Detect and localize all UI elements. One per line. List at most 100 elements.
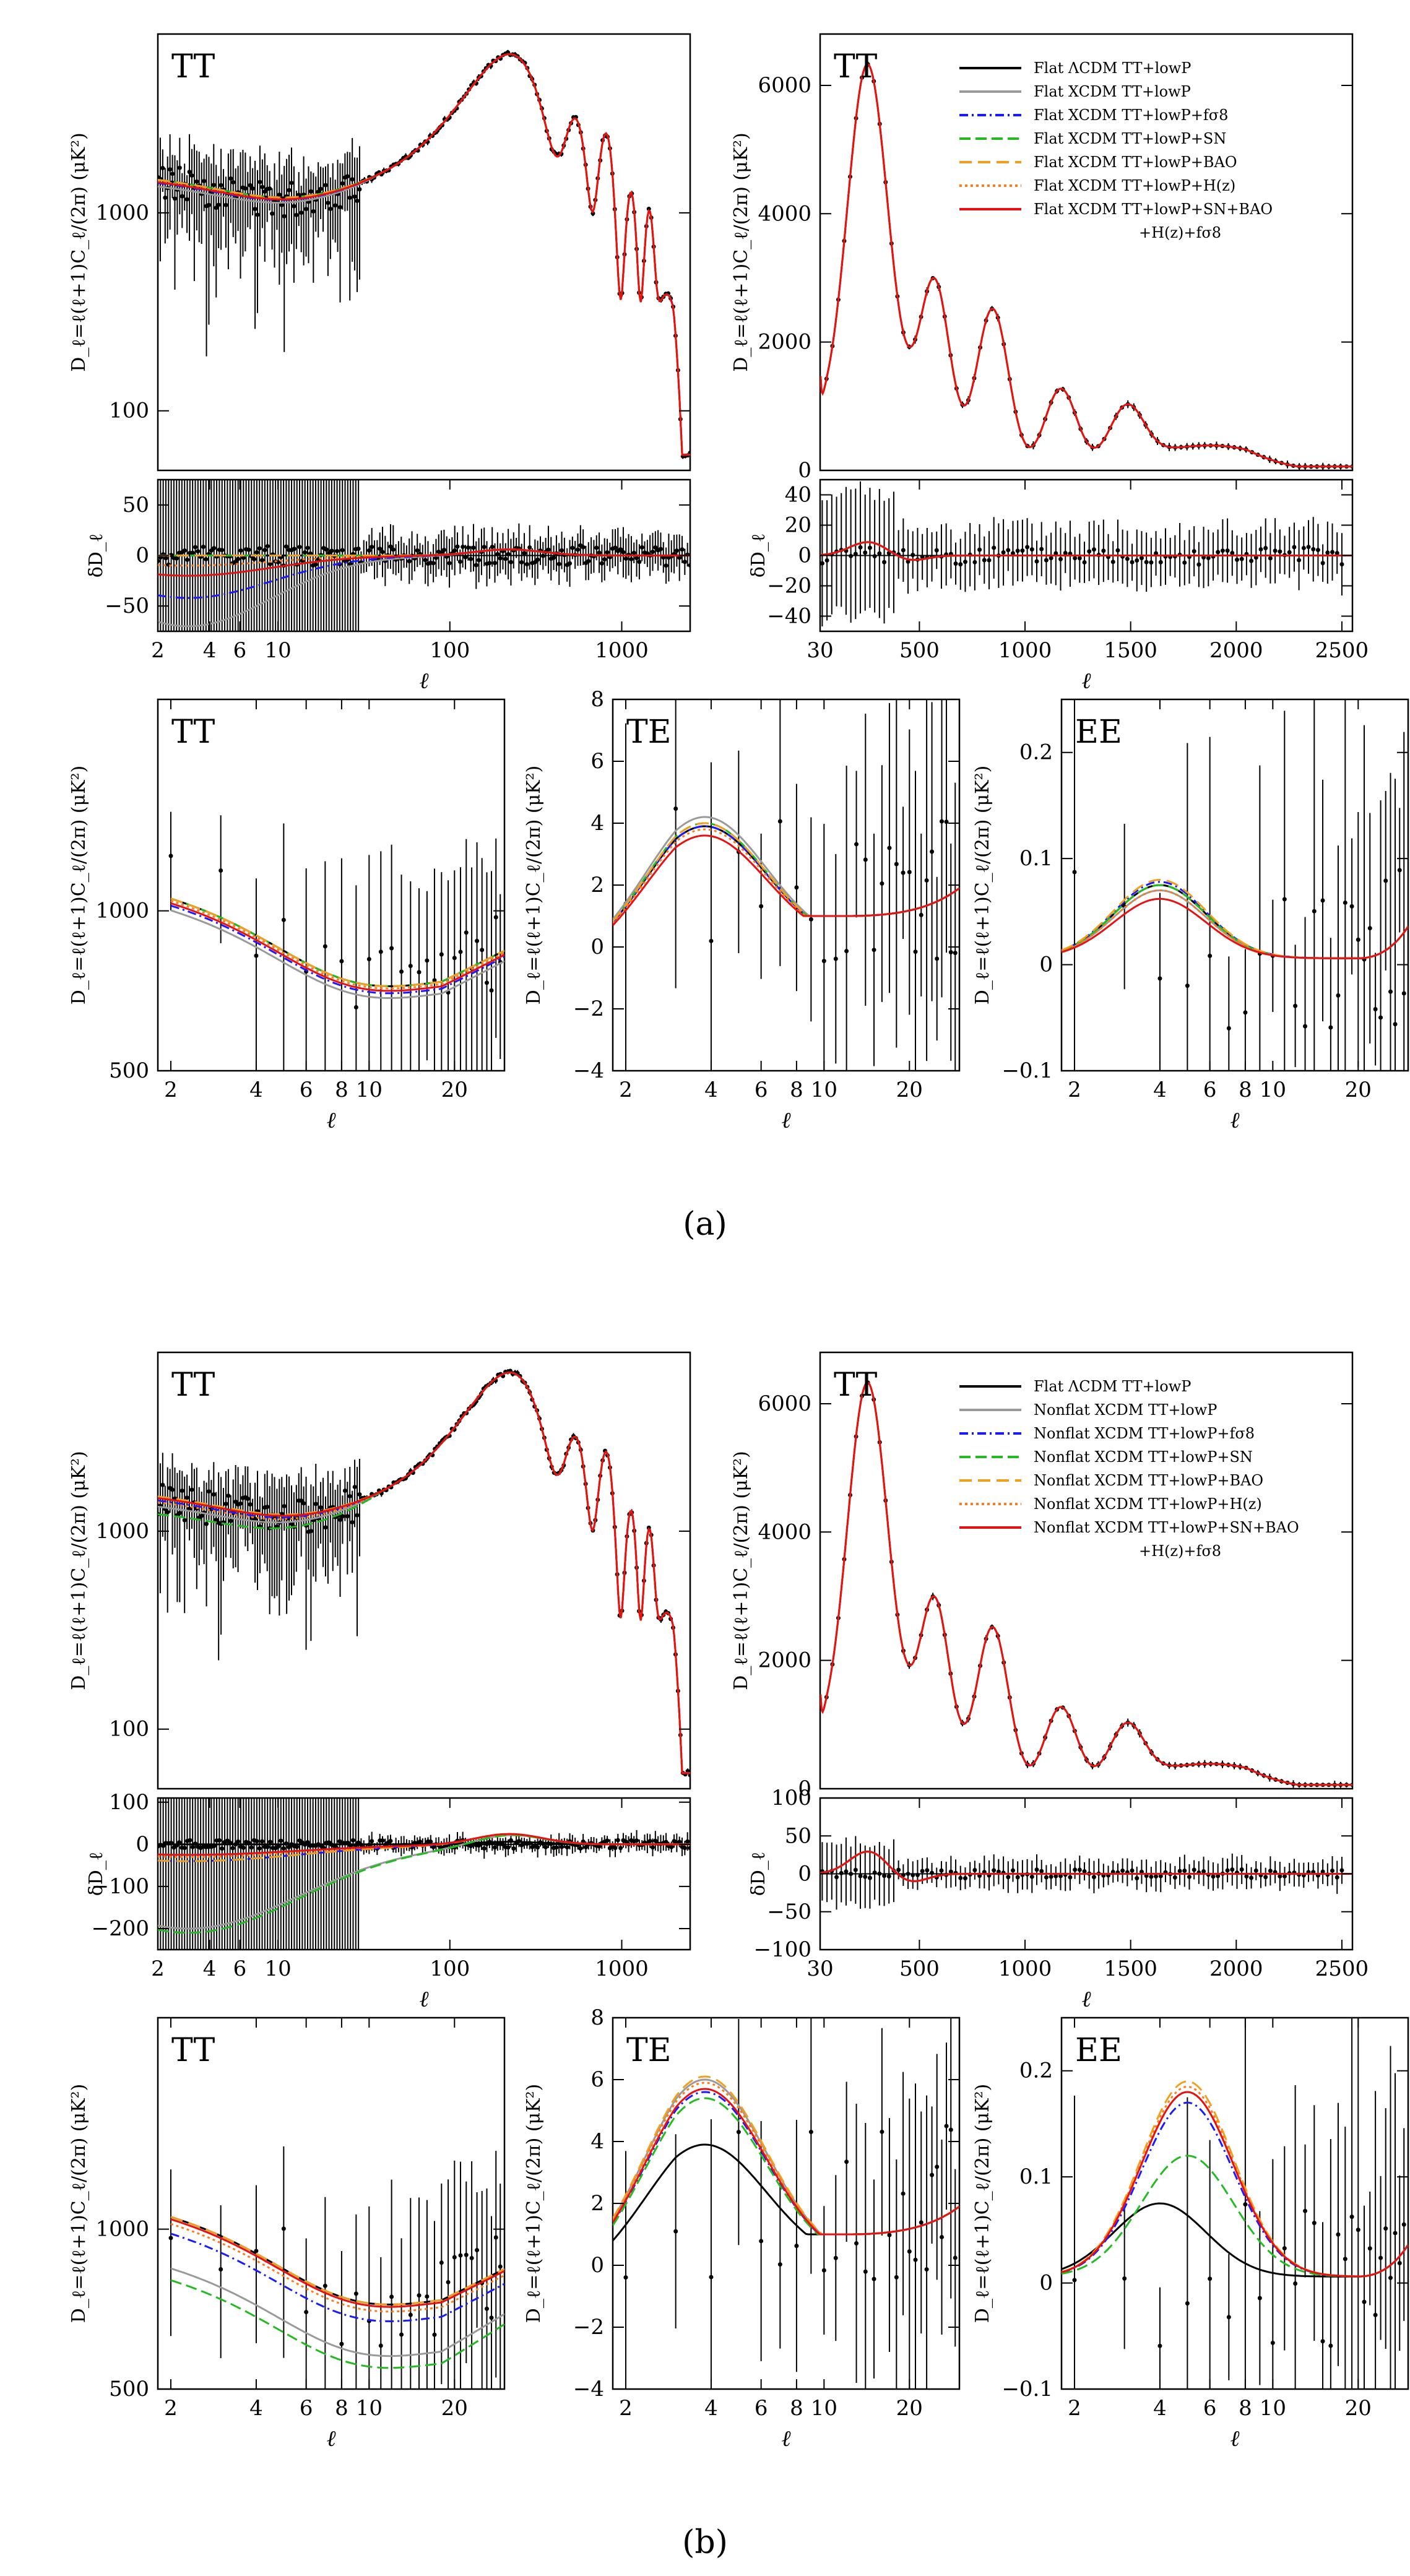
data-point: [236, 556, 241, 561]
data-point: [177, 1511, 182, 1516]
data-point: [190, 550, 195, 555]
y-tick-label: 0: [590, 2253, 604, 2278]
x-tick-label: 100: [430, 638, 470, 663]
low-te-curve: [613, 816, 959, 920]
data-point: [1373, 1006, 1378, 1011]
data-point: [618, 547, 623, 552]
data-point: [347, 1493, 352, 1498]
data-point: [311, 209, 316, 214]
y-tick-label: −0.1: [1001, 1058, 1053, 1083]
data-point: [575, 547, 580, 552]
data-point: [677, 1839, 682, 1844]
data-point: [1249, 1875, 1254, 1880]
tt-curve: [820, 63, 1352, 468]
data-point: [407, 559, 412, 564]
data-point: [1367, 2246, 1372, 2251]
data-point: [647, 1839, 652, 1844]
tt-curve: [820, 1381, 1352, 1786]
data-point: [674, 548, 679, 553]
data-point: [1172, 1875, 1177, 1880]
data-point: [1373, 2312, 1378, 2317]
data-point: [220, 1846, 225, 1851]
data-point: [677, 555, 682, 560]
data-point: [163, 195, 168, 200]
data-point: [189, 1487, 194, 1492]
data-point: [328, 206, 333, 211]
x-tick-label: 6: [1203, 1078, 1217, 1102]
data-point: [174, 556, 179, 561]
data-point: [1226, 2315, 1231, 2320]
data-point: [833, 956, 838, 961]
x-tick-label: 4: [1153, 2396, 1167, 2421]
data-point: [1120, 1868, 1125, 1873]
data-point: [1303, 2208, 1308, 2213]
data-point: [160, 1482, 165, 1487]
data-point: [556, 561, 561, 566]
data-point: [1122, 2276, 1127, 2281]
caption-b: (b): [682, 2524, 728, 2561]
data-point: [1020, 548, 1025, 553]
x-axis-label: ℓ: [327, 1108, 336, 1133]
data-point: [568, 561, 573, 566]
data-point: [1157, 2343, 1162, 2348]
low-tt-curve: [170, 2267, 504, 2358]
data-point: [177, 165, 182, 170]
data-point: [1257, 2296, 1262, 2301]
panel-a_lowee: −0.1 0 0.1 0.2 2 4 6 8 10 20 ℓ EE D_ℓ=ℓ(ℓ+1)C_ℓ/(2π)…: [972, 698, 1409, 1133]
data-point: [1249, 558, 1254, 563]
data-point: [292, 204, 296, 209]
low-te-curve: [613, 2075, 959, 2236]
y-tick-label: −50: [767, 1900, 811, 1924]
data-point: [1349, 2215, 1354, 2219]
x-axis-label: ℓ: [1231, 1108, 1240, 1133]
data-point: [546, 547, 551, 552]
y-tick-label: 6: [590, 749, 604, 774]
tt-curve: [820, 1381, 1352, 1786]
data-point: [1058, 1874, 1063, 1878]
x-tick-label: 6: [755, 1078, 768, 1102]
data-point: [996, 1869, 1001, 1874]
data-point: [560, 1844, 564, 1849]
data-point: [1243, 2202, 1248, 2207]
data-point: [415, 548, 420, 553]
data-point: [1087, 549, 1092, 554]
x-tick-label: 4: [704, 1078, 718, 1102]
y-axis-label: D_ℓ=ℓ(ℓ+1)C_ℓ/(2π) (μK²): [523, 2084, 545, 2323]
data-point: [230, 1846, 235, 1851]
data-point: [1044, 558, 1049, 563]
y-tick-label: 0.1: [1019, 2164, 1053, 2189]
panel-title: TT: [834, 1367, 878, 1404]
data-point: [260, 1839, 265, 1844]
data-point: [165, 1510, 170, 1515]
data-point: [907, 870, 912, 875]
data-point: [962, 560, 967, 564]
data-point: [350, 177, 355, 182]
low-ee-curve: [1062, 2101, 1408, 2278]
data-point: [646, 207, 651, 212]
data-point: [1239, 1867, 1244, 1872]
data-point: [853, 1867, 858, 1872]
y-tick-label: 2: [590, 2191, 604, 2216]
plot-frame: [612, 2016, 961, 2390]
low-ee-curve: [1062, 2091, 1408, 2278]
data-point: [506, 1845, 511, 1850]
data-point: [554, 1845, 559, 1850]
data-point: [1187, 1874, 1192, 1879]
data-point: [1268, 1869, 1273, 1874]
y-tick-label: 40: [785, 483, 811, 508]
x-tick-label: 500: [899, 638, 940, 663]
data-point: [477, 558, 482, 563]
data-point: [1177, 1869, 1182, 1874]
tt-curve: [820, 63, 1352, 468]
y-tick-label: 0.2: [1019, 2059, 1053, 2083]
data-point: [653, 545, 658, 550]
panel-title: TE: [626, 2032, 672, 2069]
legend-entry: Flat XCDM TT+lowP+BAO: [1034, 153, 1237, 171]
low-ee-curve: [1062, 889, 1408, 959]
data-point: [279, 1838, 283, 1843]
data-point: [958, 1875, 963, 1880]
data-point: [1158, 560, 1163, 564]
data-point: [1110, 560, 1115, 564]
panel-title: TE: [626, 714, 672, 751]
plot-area: [158, 1798, 690, 1950]
